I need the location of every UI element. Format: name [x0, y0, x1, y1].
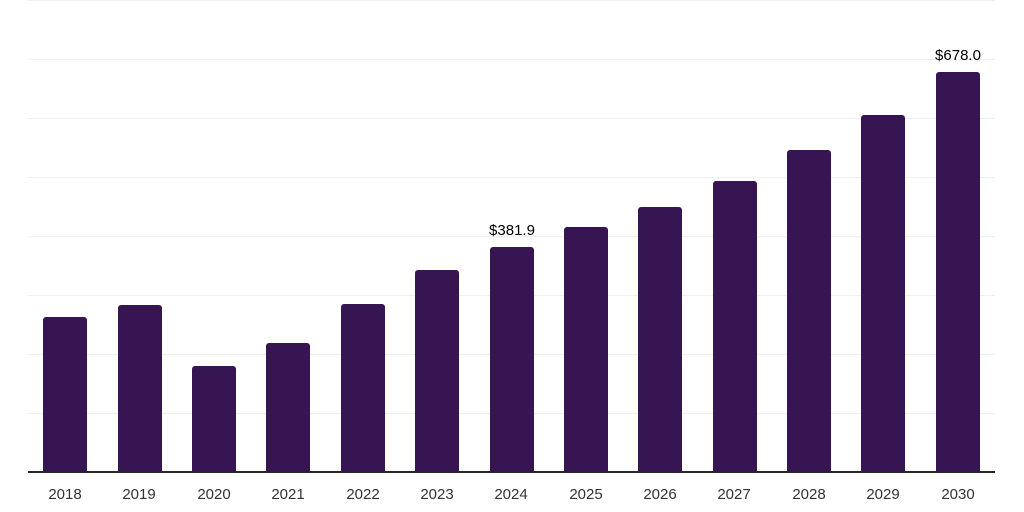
data-label: $678.0: [935, 47, 981, 64]
data-label: $381.9: [489, 222, 535, 239]
x-axis-label: 2029: [866, 486, 900, 503]
gridline: [28, 236, 995, 237]
x-axis-label: 2027: [717, 486, 751, 503]
bar: [118, 305, 162, 472]
x-axis-label: 2026: [643, 486, 677, 503]
bar: [192, 366, 236, 472]
bar: [490, 247, 534, 472]
bar: [341, 304, 385, 472]
bar: [266, 343, 310, 472]
x-axis-label: 2020: [197, 486, 231, 503]
x-axis-label: 2023: [420, 486, 454, 503]
bar: [787, 150, 831, 472]
bar: [43, 317, 87, 472]
x-axis-label: 2018: [48, 486, 82, 503]
x-axis-label: 2021: [271, 486, 305, 503]
x-axis-label: 2022: [346, 486, 380, 503]
gridline: [28, 0, 995, 1]
bar: [564, 227, 608, 472]
x-axis-label: 2024: [494, 486, 528, 503]
x-axis-label: 2025: [569, 486, 603, 503]
gridline: [28, 177, 995, 178]
bar: [936, 72, 980, 472]
gridline: [28, 118, 995, 119]
x-axis: [28, 471, 995, 473]
x-axis-label: 2019: [122, 486, 156, 503]
x-axis-label: 2030: [941, 486, 975, 503]
x-axis-label: 2028: [792, 486, 826, 503]
gridline: [28, 59, 995, 60]
bar: [415, 270, 459, 472]
bar: [861, 115, 905, 472]
bar: [713, 181, 757, 472]
bar: [638, 207, 682, 473]
